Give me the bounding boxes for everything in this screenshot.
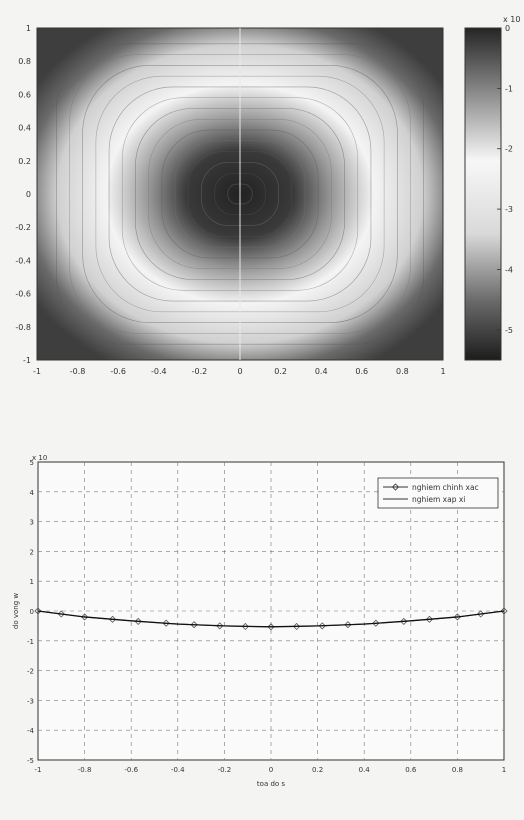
- y-tick-label: 0.2: [18, 157, 31, 166]
- x-tick-label: 0.4: [359, 766, 371, 774]
- contour-axis-ticks: -1 -0.8 -0.6 -0.4 -0.2 0 0.2 0.4 0.6 0.8 1 1 0.8 0.6 0…: [15, 24, 445, 376]
- x-tick-label: 1: [502, 766, 506, 774]
- colorbar-tick-label: -2: [505, 145, 513, 154]
- data-point: [318, 622, 326, 630]
- y-tick-label: 3: [30, 519, 34, 527]
- series-approx-line: [37, 610, 505, 628]
- y-tick-label: -0.6: [15, 290, 31, 299]
- y-tick-label: -1: [27, 638, 34, 646]
- x-tick-label: 0.2: [274, 367, 287, 376]
- contour-chart: -1 -0.8 -0.6 -0.4 -0.2 0 0.2 0.4 0.6 0.8 1 1 0.8 0.6 0…: [0, 0, 524, 400]
- data-point: [293, 622, 301, 631]
- y-axis-label: do vong w: [12, 593, 20, 629]
- contour-chart-svg: -1 -0.8 -0.6 -0.4 -0.2 0 0.2 0.4 0.6 0.8 1 1 0.8 0.6 0…: [15, 15, 520, 376]
- data-point: [372, 619, 380, 627]
- x-tick-label: 0: [237, 367, 242, 376]
- legend: nghiem chinh xac nghiem xap xi: [377, 477, 499, 509]
- line-chart: -1 -0.8 -0.6 -0.4 -0.2 0 0.2 0.4 0.6 0.8 1 5 4 3 2 1 0 -1…: [0, 450, 524, 816]
- line-chart-axis-ticks: -1 -0.8 -0.6 -0.4 -0.2 0 0.2 0.4 0.6 0.8 1 5 4 3 2 1 0 -1…: [12, 454, 506, 788]
- data-point: [216, 622, 224, 630]
- data-point: [477, 610, 485, 618]
- colorbar-tick-label: -5: [505, 326, 513, 335]
- x-axis-label: toa do s: [257, 780, 285, 788]
- y-tick-label: 1: [30, 578, 34, 586]
- x-tick-label: -0.2: [192, 367, 208, 376]
- y-tick-label: -4: [27, 727, 35, 735]
- line-chart-svg: -1 -0.8 -0.6 -0.4 -0.2 0 0.2 0.4 0.6 0.8 1 5 4 3 2 1 0 -1…: [12, 454, 508, 788]
- x-tick-label: 0.8: [396, 367, 409, 376]
- y-tick-label: 2: [30, 548, 34, 556]
- y-tick-label: -0.8: [15, 323, 31, 332]
- y-tick-label: 5: [30, 459, 34, 467]
- data-point: [162, 619, 170, 627]
- line-chart-series: [34, 607, 508, 631]
- y-tick-label: 1: [26, 24, 31, 33]
- colorbar-tick-label: -1: [505, 84, 513, 93]
- legend-label: nghiem chinh xac: [412, 483, 479, 492]
- data-point: [344, 621, 352, 629]
- colorbar-exponent: x 10: [503, 15, 520, 24]
- data-point: [57, 610, 65, 618]
- y-tick-label: 0: [30, 608, 34, 616]
- x-tick-label: -0.6: [124, 766, 138, 774]
- data-point: [34, 607, 42, 615]
- data-point: [267, 623, 275, 631]
- x-tick-label: 0.4: [315, 367, 328, 376]
- data-point: [134, 617, 142, 625]
- y-tick-label: 0.4: [18, 124, 31, 133]
- x-tick-label: -0.8: [70, 367, 86, 376]
- data-point: [241, 622, 249, 631]
- y-tick-label: -5: [27, 757, 34, 765]
- y-exponent-label: x 10: [32, 454, 47, 462]
- x-tick-label: 0.2: [312, 766, 323, 774]
- x-tick-label: -1: [33, 367, 41, 376]
- y-tick-label: 0.6: [18, 90, 31, 99]
- data-point: [500, 607, 508, 615]
- x-tick-label: -0.4: [151, 367, 167, 376]
- legend-box: [377, 477, 499, 509]
- y-tick-label: -1: [23, 356, 31, 365]
- data-point: [453, 613, 461, 621]
- y-tick-label: -2: [27, 668, 34, 676]
- contour-plot-area: [36, 27, 444, 361]
- x-tick-label: -0.2: [218, 766, 232, 774]
- colorbar-tick-label: -3: [505, 205, 513, 214]
- data-point: [190, 621, 198, 629]
- y-tick-label: 0: [26, 190, 31, 199]
- colorbar-gradient: [464, 27, 502, 361]
- data-point: [400, 617, 408, 625]
- y-tick-label: 0.8: [18, 57, 31, 66]
- data-point: [81, 613, 89, 621]
- y-tick-label: 4: [30, 489, 35, 497]
- x-tick-label: 0.6: [405, 766, 417, 774]
- y-tick-label: -0.4: [15, 256, 31, 265]
- x-tick-label: 1: [440, 367, 445, 376]
- data-point: [425, 615, 434, 623]
- colorbar-tick-label: -4: [505, 265, 513, 274]
- y-tick-label: -3: [27, 697, 34, 705]
- x-tick-label: -1: [35, 766, 42, 774]
- x-tick-label: -0.6: [110, 367, 126, 376]
- legend-label: nghiem xap xi: [412, 495, 465, 504]
- x-tick-label: 0.8: [452, 766, 463, 774]
- x-tick-label: 0: [269, 766, 273, 774]
- line-chart-grid: [37, 461, 505, 761]
- x-tick-label: -0.8: [78, 766, 92, 774]
- data-point: [108, 615, 117, 623]
- colorbar: x 100 -1 -2 -3 -4 -5: [464, 15, 520, 361]
- y-tick-label: -0.2: [15, 223, 31, 232]
- legend-marker: [391, 483, 400, 491]
- x-tick-label: 0.6: [355, 367, 368, 376]
- colorbar-tick-label: 0: [505, 24, 510, 33]
- x-tick-label: -0.4: [171, 766, 185, 774]
